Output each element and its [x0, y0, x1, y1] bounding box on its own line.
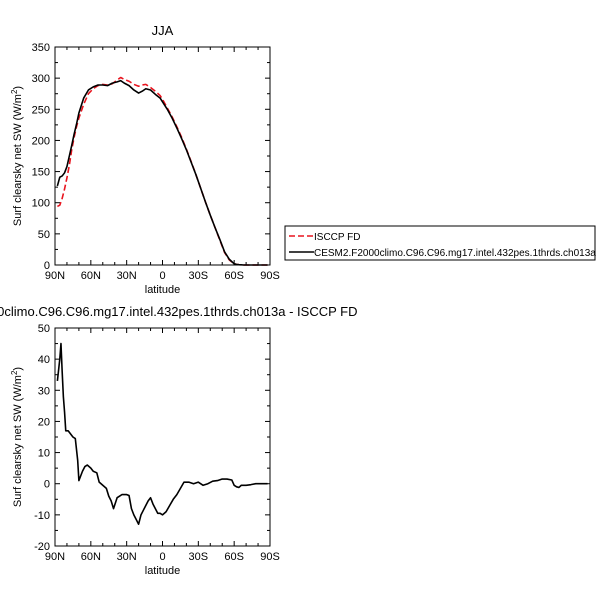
- x-tick-label: 30S: [189, 551, 209, 563]
- x-tick-label: 0: [159, 270, 165, 282]
- y-tick-label: -20: [34, 541, 50, 553]
- y-axis-label: Surf clearsky net SW (W/m2): [10, 367, 25, 507]
- y-tick-label: 250: [32, 104, 50, 116]
- y-axis-label: Surf clearsky net SW (W/m2): [10, 86, 25, 226]
- y-axis-label-superscript: 2: [10, 370, 19, 375]
- x-tick-label: 30N: [117, 551, 137, 563]
- x-tick-label: 90N: [45, 270, 65, 282]
- x-tick-label: 30S: [189, 270, 209, 282]
- y-tick-label: 200: [32, 135, 50, 147]
- x-tick-label: 60S: [224, 551, 244, 563]
- series-line-1: [57, 76, 268, 266]
- y-tick-label: 40: [38, 354, 50, 366]
- y-tick-label: 50: [38, 323, 50, 335]
- y-tick-label: -10: [34, 510, 50, 522]
- x-tick-label: 0: [159, 551, 165, 563]
- y-axis-label-superscript: 2: [10, 89, 19, 94]
- x-tick-label: 90S: [260, 551, 280, 563]
- x-tick-label: 90N: [45, 551, 65, 563]
- legend-label-1: ISCCP FD: [314, 232, 361, 243]
- y-tick-label: 50: [38, 229, 50, 241]
- x-tick-label: 60S: [224, 270, 244, 282]
- x-axis-label: latitude: [145, 284, 180, 296]
- panel-bottom: F2000climo.C96.C96.mg17.intel.432pes.1th…: [0, 304, 357, 577]
- x-tick-label: 60N: [81, 551, 101, 563]
- panel-top: JJA 90N 60N 30N 0 30S 60S 90S 0 50 100 150 200 250 300…: [10, 23, 280, 296]
- y-axis-label-main: Surf clearsky net SW (W/m: [12, 94, 24, 226]
- y-tick-label: 20: [38, 416, 50, 428]
- y-axis-label-main: Surf clearsky net SW (W/m: [12, 375, 24, 507]
- x-axis-label: latitude: [145, 565, 180, 577]
- y-tick-label: 350: [32, 42, 50, 54]
- chart-title: F2000climo.C96.C96.mg17.intel.432pes.1th…: [0, 304, 357, 319]
- legend-label-2: CESM2.F2000climo.C96.C96.mg17.intel.432p…: [314, 248, 596, 259]
- x-tick-label: 60N: [81, 270, 101, 282]
- y-axis-label-end: ): [12, 367, 24, 371]
- y-tick-label: 150: [32, 167, 50, 179]
- x-tick-label: 30N: [117, 270, 137, 282]
- legend: ISCCP FD CESM2.F2000climo.C96.C96.mg17.in…: [284, 225, 596, 261]
- y-tick-label: 10: [38, 448, 50, 460]
- legend-box: [284, 225, 596, 261]
- x-tick-label: 90S: [260, 270, 280, 282]
- y-tick-label: 0: [44, 260, 50, 272]
- chart-title: JJA: [152, 23, 174, 38]
- series-line-2: [56, 79, 268, 266]
- y-tick-label: 30: [38, 385, 50, 397]
- plot-frame: [54, 327, 271, 547]
- series-line-1: [56, 342, 268, 526]
- plot-frame: [54, 46, 271, 266]
- y-tick-label: 300: [32, 73, 50, 85]
- y-tick-label: 0: [44, 479, 50, 491]
- y-tick-label: 100: [32, 198, 50, 210]
- y-axis-label-end: ): [12, 86, 24, 90]
